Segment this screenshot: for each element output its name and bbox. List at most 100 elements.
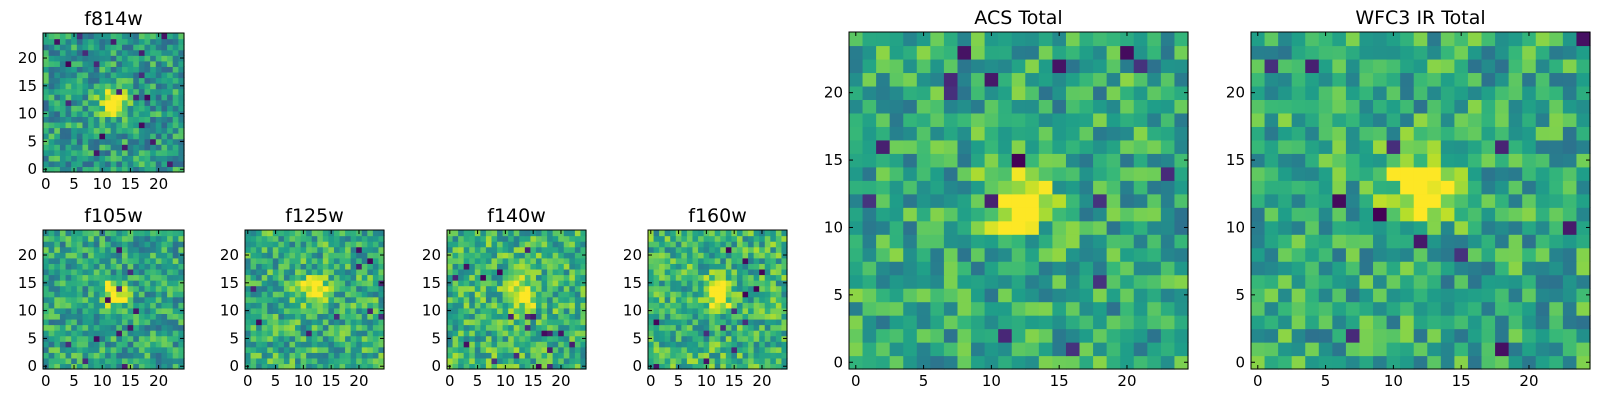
heatmap-cell	[759, 291, 766, 298]
heatmap-cell	[378, 263, 385, 270]
heatmap-cell	[474, 291, 481, 298]
heatmap-cell	[998, 342, 1013, 357]
heatmap-cell	[552, 263, 559, 270]
heatmap-cell	[155, 318, 163, 326]
heatmap-cell	[463, 296, 470, 303]
heatmap-cell	[916, 220, 931, 235]
heatmap-cell	[1386, 112, 1401, 127]
heatmap-cell	[93, 44, 100, 51]
heatmap-cell	[497, 357, 504, 365]
heatmap-cell	[65, 357, 72, 365]
heatmap-cell	[65, 149, 72, 156]
heatmap-cell	[150, 138, 157, 145]
heatmap-cell	[339, 346, 346, 353]
y-tick-label: 0	[1235, 353, 1245, 371]
heatmap-cell	[653, 241, 660, 248]
heatmap-cell	[524, 335, 531, 342]
heatmap-cell	[59, 285, 67, 292]
heatmap-cell	[356, 318, 363, 326]
heatmap-cell	[54, 77, 61, 84]
heatmap-cell	[121, 330, 129, 337]
heatmap-cell	[547, 346, 554, 353]
heatmap-cell	[742, 357, 749, 365]
heatmap-cell	[748, 363, 755, 370]
heatmap-cell	[709, 313, 716, 320]
heatmap-cell	[670, 313, 677, 320]
heatmap-cell	[116, 49, 123, 56]
heatmap-cell	[345, 318, 352, 326]
heatmap-cell	[736, 296, 744, 303]
heatmap-cell	[670, 241, 677, 248]
heatmap-cell	[1174, 180, 1189, 195]
heatmap-cell	[1079, 58, 1094, 74]
heatmap-cell	[984, 315, 999, 330]
heatmap-cell	[998, 274, 1013, 289]
heatmap-cell	[1079, 261, 1094, 276]
heatmap-cell	[356, 257, 363, 264]
heatmap-cell	[99, 55, 106, 62]
heatmap-cell	[675, 280, 682, 287]
heatmap-cell	[356, 341, 363, 348]
heatmap-cell	[1065, 32, 1081, 47]
heatmap-cell	[1535, 247, 1550, 262]
heatmap-cell	[350, 307, 357, 314]
heatmap-cell	[367, 307, 374, 314]
heatmap-cell	[552, 357, 559, 365]
heatmap-cell	[82, 335, 89, 342]
heatmap-cell	[497, 352, 504, 359]
heatmap-cell	[558, 302, 565, 309]
heatmap-cell	[463, 313, 470, 320]
heatmap-cell	[569, 235, 576, 242]
heatmap-cell	[770, 296, 777, 303]
heatmap-cell	[167, 33, 174, 40]
heatmap-cell	[43, 341, 50, 348]
plot-frame	[647, 229, 788, 370]
heatmap-cell	[71, 121, 78, 129]
heatmap-cell	[1160, 180, 1176, 195]
heatmap-cell	[328, 263, 335, 270]
heatmap-cell	[144, 241, 151, 248]
heatmap-cell	[480, 257, 487, 264]
heatmap-cell	[65, 88, 72, 95]
heatmap-cell	[681, 274, 688, 281]
heatmap-cell	[256, 268, 263, 276]
heatmap-cell	[306, 330, 313, 337]
heatmap-cell	[71, 302, 78, 309]
heatmap-cell	[350, 263, 357, 270]
heatmap-cell	[474, 274, 481, 281]
heatmap-cell	[558, 280, 565, 287]
heatmap-cell	[167, 363, 174, 370]
heatmap-cell	[1562, 153, 1578, 168]
heatmap-cell	[524, 296, 531, 303]
heatmap-cell	[508, 307, 515, 314]
heatmap-cell	[150, 155, 157, 162]
heatmap-cell	[289, 324, 296, 331]
heatmap-cell	[150, 83, 157, 90]
heatmap-cell	[138, 166, 146, 173]
heatmap-cell	[133, 44, 140, 51]
heatmap-cell	[1562, 288, 1578, 303]
heatmap-cell	[1147, 32, 1162, 47]
heatmap-cell	[65, 291, 72, 298]
heatmap-cell	[82, 363, 89, 370]
panel-title: f140w	[487, 205, 546, 227]
heatmap-cell	[54, 307, 61, 314]
heatmap-cell	[367, 268, 374, 276]
heatmap-cell	[283, 280, 291, 287]
heatmap-cell	[65, 83, 72, 90]
heatmap-cell	[144, 144, 151, 151]
heatmap-cell	[48, 71, 55, 79]
heatmap-cell	[1522, 220, 1537, 235]
heatmap-cell	[1038, 301, 1053, 316]
heatmap-cell	[1160, 315, 1176, 330]
heatmap-cell	[378, 357, 385, 365]
heatmap-cell	[541, 257, 548, 264]
heatmap-cell	[474, 307, 481, 314]
heatmap-cell	[1093, 85, 1108, 100]
heatmap-cell	[775, 318, 783, 326]
heatmap-cell	[76, 330, 84, 337]
heatmap-cell	[725, 307, 732, 314]
heatmap-cell	[491, 268, 498, 276]
heatmap-cell	[1160, 99, 1176, 114]
heatmap-cell	[1345, 193, 1361, 208]
